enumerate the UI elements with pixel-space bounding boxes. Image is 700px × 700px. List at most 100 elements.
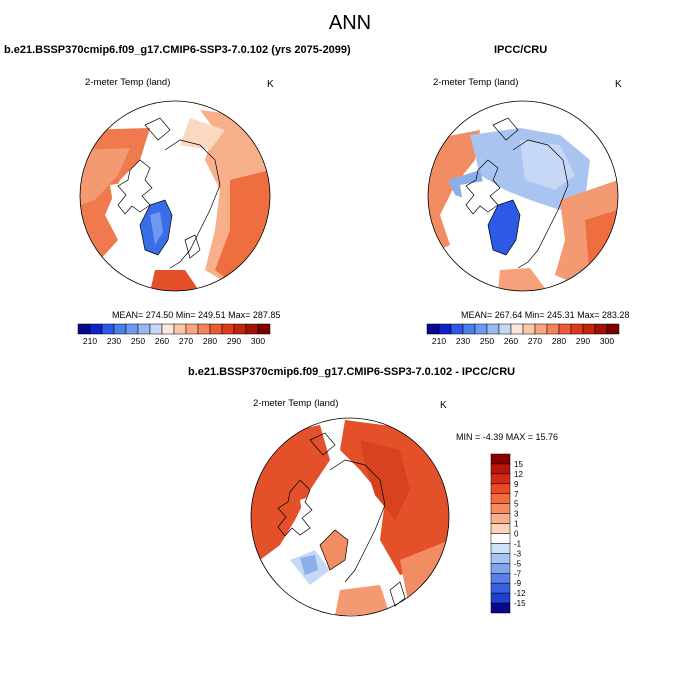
panel-1-units: K xyxy=(267,79,274,90)
colorbar-1-swatch xyxy=(149,323,163,335)
panel-3-units: K xyxy=(440,400,447,411)
colorbar-3-tick-label: 15 xyxy=(514,460,523,469)
colorbar-3-swatch xyxy=(490,523,511,534)
colorbar-3-swatch xyxy=(490,493,511,504)
colorbar-1-swatch xyxy=(101,323,115,335)
colorbar-2-swatch xyxy=(474,323,488,335)
colorbar-3-swatch xyxy=(490,453,511,465)
colorbar-2-swatch xyxy=(486,323,500,335)
colorbar-3-swatch xyxy=(490,503,511,514)
colorbar-2-tick-label: 210 xyxy=(432,336,446,346)
colorbar-1-swatch xyxy=(161,323,175,335)
colorbar-2-swatch xyxy=(450,323,464,335)
colorbar-2-swatch xyxy=(438,323,452,335)
colorbar-2-tick-label: 290 xyxy=(576,336,590,346)
colorbar-1-swatch xyxy=(125,323,139,335)
colorbar-1-tick-label: 260 xyxy=(155,336,169,346)
colorbar-1-tick-label: 210 xyxy=(83,336,97,346)
colorbar-2-swatch xyxy=(510,323,524,335)
colorbar-2-tick-label: 260 xyxy=(504,336,518,346)
colorbar-2-swatch xyxy=(534,323,548,335)
colorbar-1-tick-label: 300 xyxy=(251,336,265,346)
colorbar-3-swatch xyxy=(490,533,511,544)
map-2 xyxy=(428,101,618,291)
colorbar-3-swatch xyxy=(490,592,511,604)
colorbar-3-swatch xyxy=(490,573,511,584)
map-2-coastlines xyxy=(465,117,569,269)
colorbar-3-tick-label: 7 xyxy=(514,490,519,499)
colorbar-2-swatch xyxy=(498,323,512,335)
colorbar-1-swatch xyxy=(233,323,247,335)
panel-2-variable: 2-meter Temp (land) xyxy=(433,77,519,88)
colorbar-3-swatch xyxy=(490,463,511,475)
panel-3-title: b.e21.BSSP370cmip6.f09_g17.CMIP6-SSP3-7.… xyxy=(188,366,516,378)
colorbar-2-tick-label: 270 xyxy=(528,336,542,346)
colorbar-1-swatch xyxy=(197,323,211,335)
colorbar-2-tick-label: 230 xyxy=(456,336,470,346)
colorbar-3-tick-label: 12 xyxy=(514,470,523,479)
colorbar-1-tick-label: 230 xyxy=(107,336,121,346)
colorbar-3-swatch xyxy=(490,473,511,485)
colorbar-3-swatch xyxy=(490,582,511,594)
map-1-coastlines xyxy=(117,117,221,269)
colorbar-3-swatch xyxy=(490,513,511,524)
panel-2-title: IPCC/CRU xyxy=(494,44,548,56)
colorbar-2-swatch xyxy=(426,323,440,335)
colorbar-2-tick-label: 250 xyxy=(480,336,494,346)
colorbar-3-swatch xyxy=(490,563,511,574)
panel-1-stats: MEAN= 274.50 Min= 249.51 Max= 287.85 xyxy=(112,310,281,320)
colorbar-2-swatch xyxy=(570,323,584,335)
colorbar-1-tick-label: 270 xyxy=(179,336,193,346)
colorbar-2-swatch xyxy=(462,323,476,335)
colorbar-3-swatch xyxy=(490,602,511,614)
colorbar-1-swatch xyxy=(89,323,103,335)
panel-1-variable: 2-meter Temp (land) xyxy=(85,77,171,88)
colorbar-3-tick-label: 5 xyxy=(514,500,519,509)
panel-2-units: K xyxy=(615,79,622,90)
colorbar-1: 210 230 250 260 270 280 290 300 xyxy=(77,323,271,346)
colorbar-3-tick-label: -12 xyxy=(514,589,526,598)
panel-1-title: b.e21.BSSP370cmip6.f09_g17.CMIP6-SSP3-7.… xyxy=(4,44,351,56)
colorbar-2-swatch xyxy=(546,323,560,335)
colorbar-3-swatch xyxy=(490,543,511,554)
colorbar-3-tick-label: -15 xyxy=(514,599,526,608)
colorbar-1-swatch xyxy=(221,323,235,335)
page-title: ANN xyxy=(328,12,372,34)
colorbar-3-tick-label: -3 xyxy=(514,549,522,558)
colorbar-1-swatch xyxy=(77,323,91,335)
colorbar-2-tick-label: 300 xyxy=(600,336,614,346)
colorbar-2-tick-label: 280 xyxy=(552,336,566,346)
colorbar-2-swatch xyxy=(594,323,608,335)
colorbar-1-tick-label: 290 xyxy=(227,336,241,346)
colorbar-3-tick-label: 0 xyxy=(514,530,519,539)
colorbar-2-swatch xyxy=(582,323,596,335)
colorbar-1-tick-label: 250 xyxy=(131,336,145,346)
colorbar-3-tick-label: -9 xyxy=(514,579,522,588)
colorbar-3-tick-label: -5 xyxy=(514,559,522,568)
colorbar-2-swatch xyxy=(606,323,620,335)
colorbar-1-tick-label: 280 xyxy=(203,336,217,346)
colorbar-3-tick-label: 9 xyxy=(514,480,519,489)
colorbar-3-tick-label: -1 xyxy=(514,539,522,548)
colorbar-1-swatch xyxy=(173,323,187,335)
colorbar-1-swatch xyxy=(245,323,259,335)
panel-2-stats: MEAN= 267.64 Min= 245.31 Max= 283.28 xyxy=(461,310,630,320)
colorbar-1-swatch xyxy=(113,323,127,335)
map-3-coastlines xyxy=(277,432,406,607)
panel-3-variable: 2-meter Temp (land) xyxy=(253,398,339,409)
colorbar-1-swatch xyxy=(137,323,151,335)
map-3 xyxy=(251,418,449,616)
colorbar-3-swatch xyxy=(490,553,511,564)
panel-3-stats: MIN = -4.39 MAX = 15.76 xyxy=(456,432,559,442)
colorbar-3-tick-label: 3 xyxy=(514,510,519,519)
colorbar-1-swatch xyxy=(257,323,271,335)
colorbar-3-swatch xyxy=(490,483,511,494)
colorbar-3-tick-label: -7 xyxy=(514,569,522,578)
colorbar-2-swatch xyxy=(522,323,536,335)
colorbar-1-swatch xyxy=(185,323,199,335)
colorbar-2: 210 230 250 260 270 280 290 300 xyxy=(426,323,620,346)
map-1 xyxy=(80,101,270,291)
colorbar-1-swatch xyxy=(209,323,223,335)
